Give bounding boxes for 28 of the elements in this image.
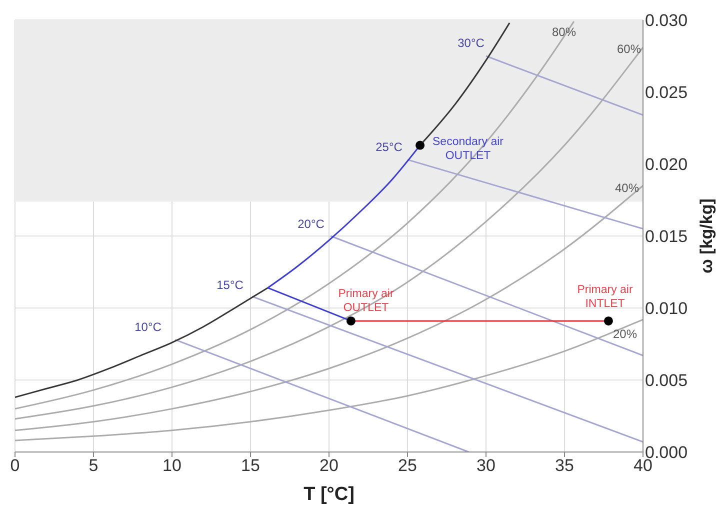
y-tick-label: 0.025 xyxy=(645,83,688,102)
x-tick-label: 20 xyxy=(320,456,338,476)
annotation: 60% xyxy=(616,42,642,56)
x-tick-label: 10 xyxy=(162,456,182,476)
x-tick-label: 30 xyxy=(476,456,496,476)
annotation: 20°C xyxy=(298,217,325,232)
y-axis-title: ω [kg/kg] xyxy=(697,198,716,274)
x-tick-label: 15 xyxy=(241,456,260,476)
annotation: 20% xyxy=(612,327,638,342)
annotation: 30°C xyxy=(458,36,485,50)
annotation: Secondary air OUTLET xyxy=(432,136,504,162)
annotation: Primary air OUTLET xyxy=(338,288,394,314)
y-tick-label: 0.005 xyxy=(645,371,688,390)
y-tick-label: 0.010 xyxy=(645,299,688,318)
y-tick-label: 0.020 xyxy=(645,155,688,174)
annotation: Primary air INTLET xyxy=(577,284,633,310)
annotation: 80% xyxy=(552,25,576,40)
annotation: 40% xyxy=(614,181,640,196)
y-tick-label: 0.030 xyxy=(645,11,688,30)
x-tick-label: 0 xyxy=(10,456,20,476)
annotation: 25°C xyxy=(376,140,403,154)
x-tick-label: 25 xyxy=(398,456,417,476)
x-tick-label: 5 xyxy=(88,456,98,476)
annotation: 15°C xyxy=(216,278,244,292)
annotation: 10°C xyxy=(134,320,162,334)
y-tick-label: 0.015 xyxy=(645,227,688,246)
x-tick-label: 35 xyxy=(555,456,574,476)
x-axis-title: T [°C] xyxy=(304,484,354,505)
